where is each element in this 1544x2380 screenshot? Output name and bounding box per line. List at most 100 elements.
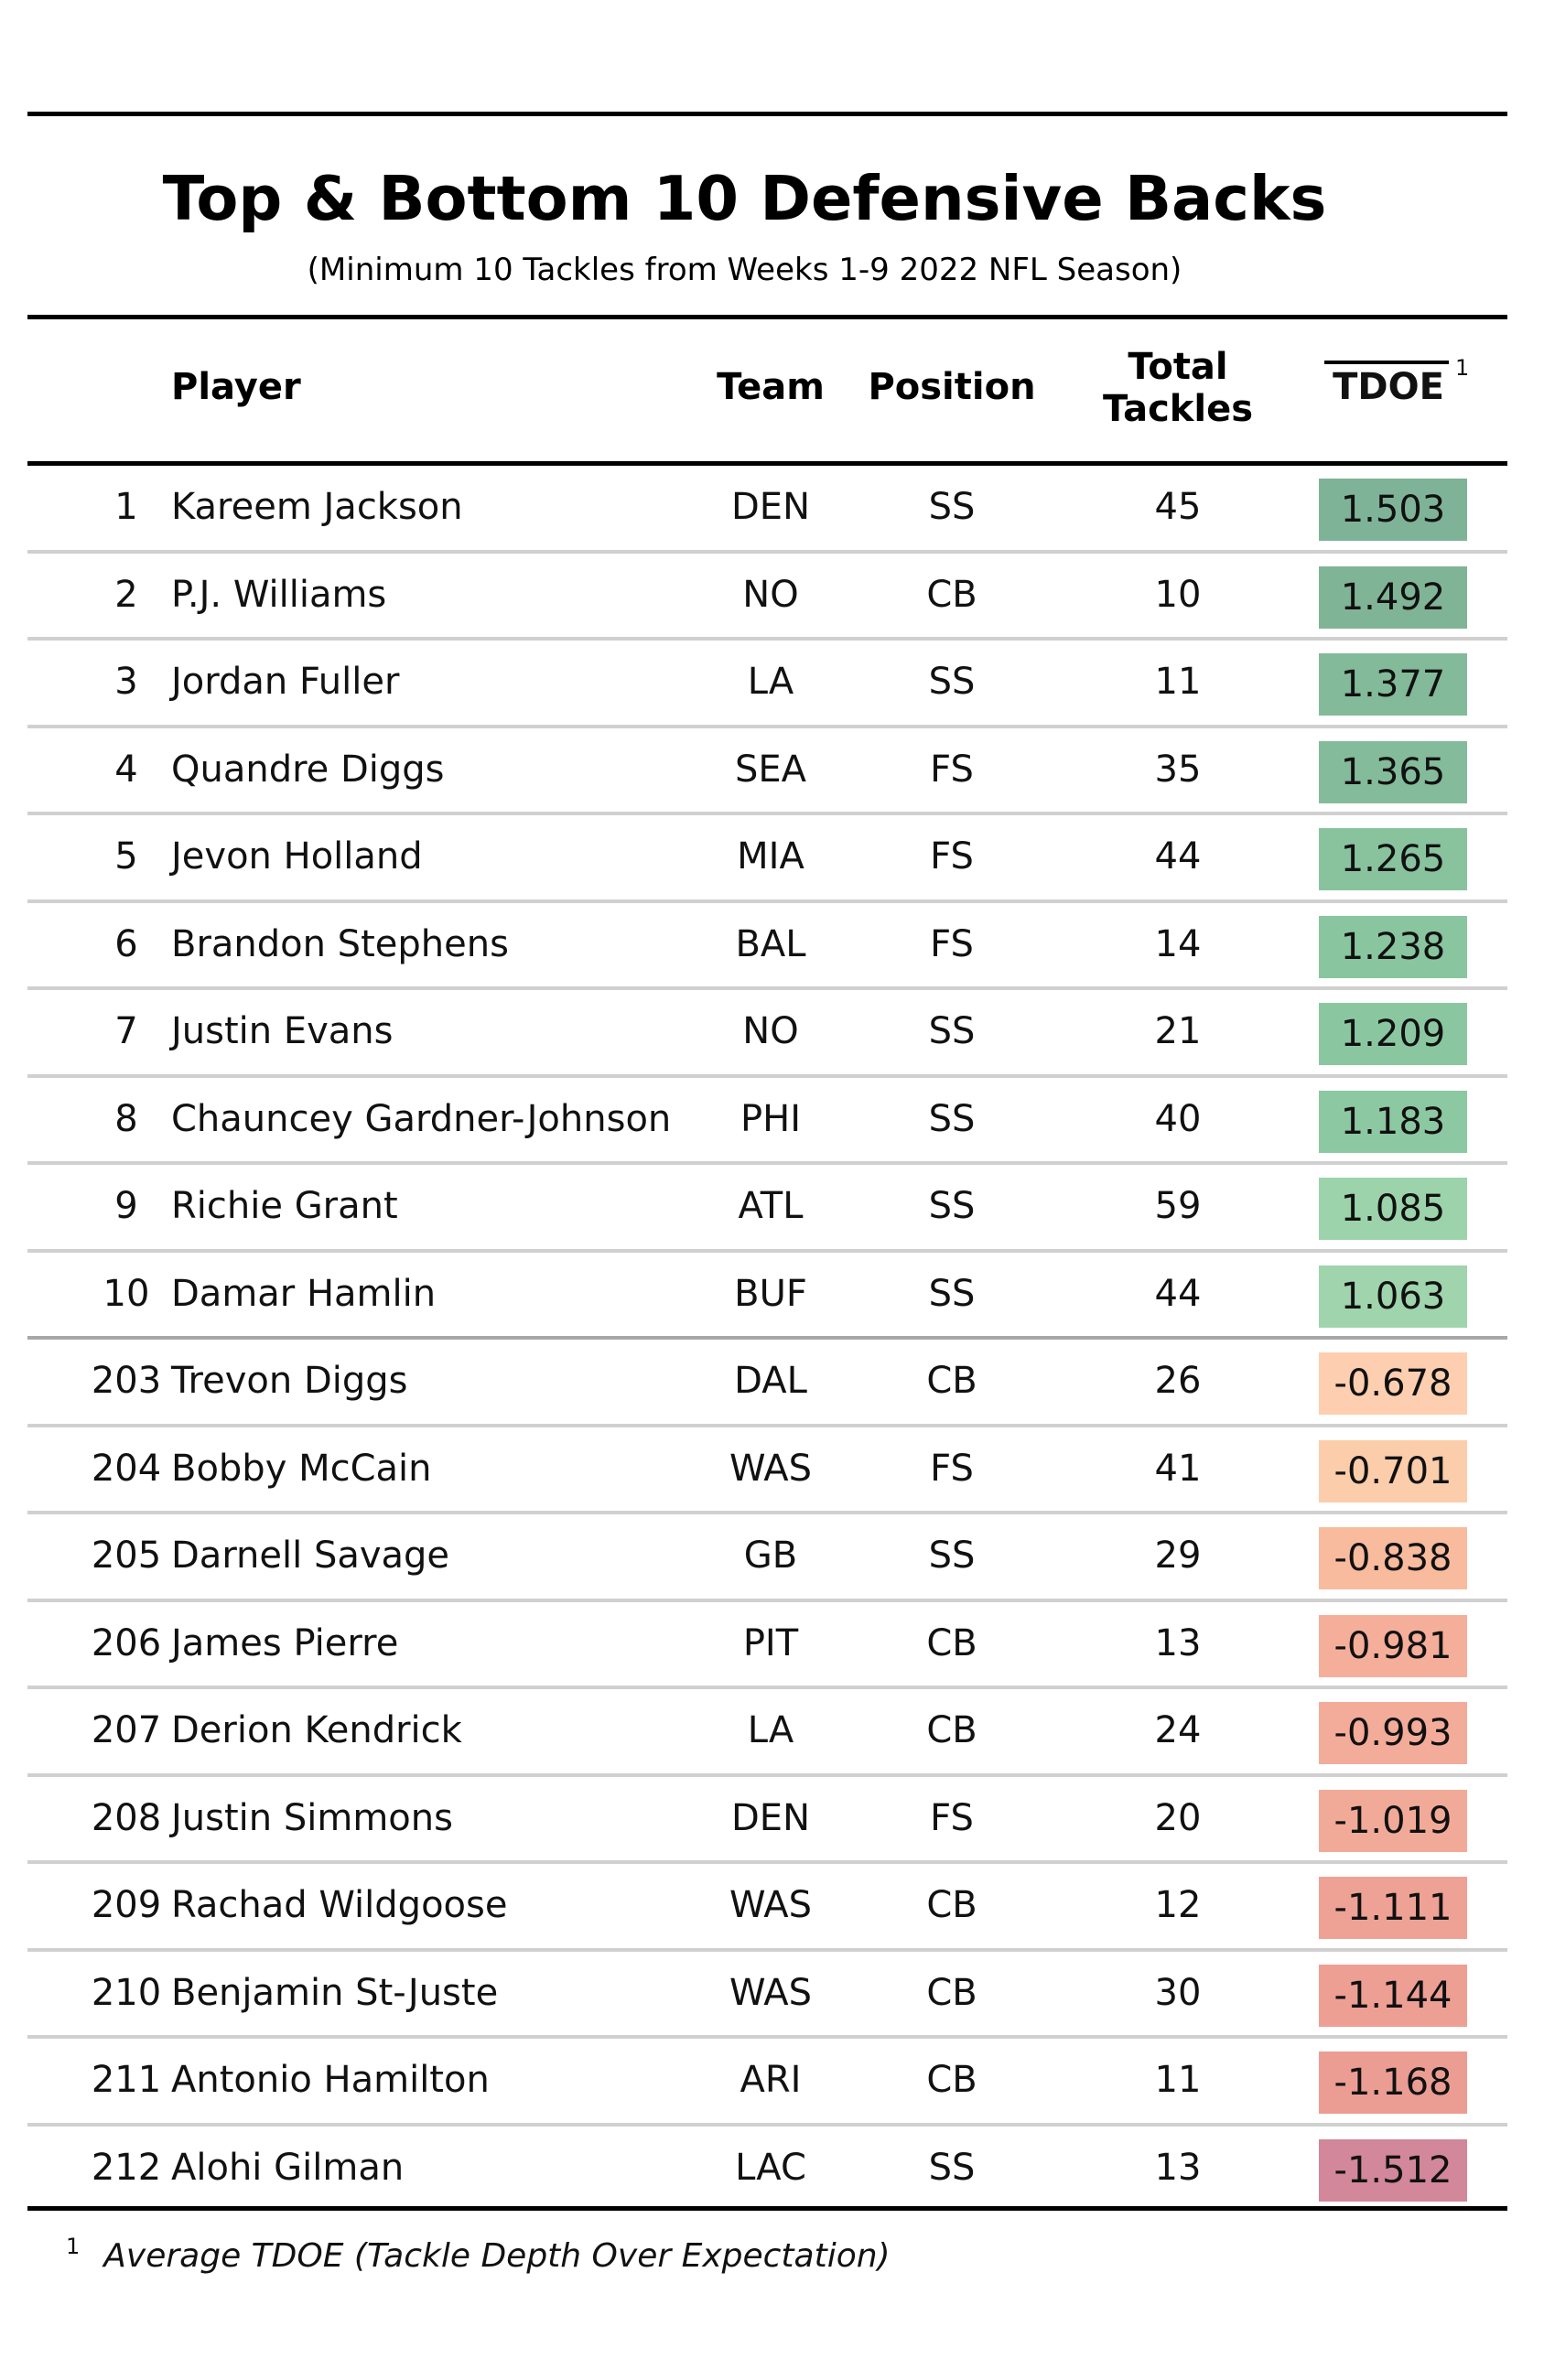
team-cell: ARI (740, 2059, 802, 2101)
player-cell: Alohi Gilman (171, 2146, 405, 2189)
team-cell: LA (747, 1709, 794, 1751)
total-tackles-cell: 45 (1154, 486, 1202, 528)
position-cell: SS (928, 661, 976, 703)
tdoe-cell: 1.063 (1319, 1265, 1467, 1328)
footnote-text: Average TDOE (Tackle Depth Over Expectat… (103, 2237, 891, 2275)
row-separator (27, 1772, 1507, 1777)
table-row: 1 Kareem Jackson DEN SS 45 1.503 (27, 466, 1507, 554)
team-cell: DAL (734, 1360, 807, 1402)
tdoe-cell: -1.168 (1319, 2052, 1467, 2114)
player-cell: Richie Grant (171, 1185, 398, 1227)
team-cell: MIA (737, 835, 804, 878)
total-tackles-cell: 44 (1154, 1272, 1202, 1315)
total-tackles-cell: 11 (1154, 2059, 1202, 2101)
row-separator (27, 1161, 1507, 1165)
position-cell: FS (930, 748, 974, 791)
player-cell: Antonio Hamilton (171, 2059, 490, 2101)
row-separator (27, 724, 1507, 728)
top-rule (27, 112, 1507, 116)
tdoe-cell: -1.512 (1319, 2138, 1467, 2202)
player-cell: Benjamin St-Juste (171, 1971, 499, 2014)
player-cell: Darnell Savage (171, 1535, 450, 1577)
rank-cell: 210 (91, 1971, 162, 2014)
position-cell: SS (928, 486, 976, 528)
rank-cell: 212 (91, 2146, 162, 2189)
team-cell: NO (742, 573, 799, 616)
tdoe-cell: -0.701 (1319, 1439, 1467, 1502)
total-tackles-cell: 26 (1154, 1360, 1202, 1402)
player-cell: Trevon Diggs (171, 1360, 408, 1402)
row-separator (27, 1073, 1507, 1078)
tdoe-cell: 1.085 (1319, 1178, 1467, 1240)
header-total-tackles-line1: Total (1128, 346, 1228, 388)
player-cell: Quandre Diggs (171, 748, 445, 791)
table-row: 204 Bobby McCain WAS FS 41 -0.701 (27, 1427, 1507, 1514)
team-cell: DEN (731, 486, 810, 528)
rank-cell: 6 (114, 922, 138, 965)
player-cell: James Pierre (171, 1621, 399, 1664)
row-separator (27, 1685, 1507, 1689)
position-cell: CB (926, 2059, 977, 2101)
team-cell: NO (742, 1010, 799, 1052)
player-cell: Jordan Fuller (171, 661, 400, 703)
header-total-tackles-line2: Tackles (1102, 388, 1254, 430)
tdoe-cell: 1.265 (1319, 828, 1467, 890)
tdoe-cell: 1.365 (1319, 740, 1467, 803)
position-cell: SS (928, 1272, 976, 1315)
tdoe-cell: -1.144 (1319, 1964, 1467, 2027)
team-cell: WAS (729, 1971, 813, 2014)
player-cell: Justin Evans (171, 1010, 394, 1052)
table-row: 7 Justin Evans NO SS 21 1.209 (27, 990, 1507, 1078)
player-cell: Kareem Jackson (171, 486, 463, 528)
team-cell: DEN (731, 1796, 810, 1839)
table-title: Top & Bottom 10 Defensive Backs (162, 163, 1327, 234)
rank-cell: 9 (114, 1185, 138, 1227)
tdoe-cell: 1.183 (1319, 1090, 1467, 1153)
header-team: Team (717, 366, 825, 408)
row-separator (27, 986, 1507, 990)
rank-cell: 208 (91, 1796, 162, 1839)
total-tackles-cell: 40 (1154, 1097, 1202, 1140)
team-cell: LAC (735, 2146, 806, 2189)
table-row: 206 James Pierre PIT CB 13 -0.981 (27, 1602, 1507, 1689)
player-cell: Bobby McCain (171, 1447, 432, 1490)
position-cell: CB (926, 1360, 977, 1402)
total-tackles-cell: 10 (1154, 573, 1202, 616)
position-cell: SS (928, 1535, 976, 1577)
total-tackles-cell: 44 (1154, 835, 1202, 878)
total-tackles-cell: 35 (1154, 748, 1202, 791)
bottom-rule (27, 2206, 1507, 2211)
player-cell: Brandon Stephens (171, 922, 509, 965)
row-separator (27, 1860, 1507, 1864)
total-tackles-cell: 59 (1154, 1185, 1202, 1227)
team-cell: WAS (729, 1884, 813, 1926)
rank-cell: 1 (114, 486, 138, 528)
position-cell: CB (926, 573, 977, 616)
row-separator (27, 549, 1507, 554)
team-cell: LA (747, 661, 794, 703)
tdoe-cell: -0.838 (1319, 1527, 1467, 1589)
row-separator (27, 2122, 1507, 2127)
tdoe-cell: 1.503 (1319, 479, 1467, 541)
rank-cell: 205 (91, 1535, 162, 1577)
table-row: 9 Richie Grant ATL SS 59 1.085 (27, 1165, 1507, 1253)
position-cell: FS (930, 922, 974, 965)
position-cell: FS (930, 1796, 974, 1839)
team-cell: WAS (729, 1447, 813, 1490)
header-tdoe-overline (1324, 361, 1449, 364)
table-row: 211 Antonio Hamilton ARI CB 11 -1.168 (27, 2039, 1507, 2127)
table-subtitle: (Minimum 10 Tackles from Weeks 1-9 2022 … (307, 252, 1182, 288)
team-cell: BUF (734, 1272, 807, 1315)
header-tdoe: TDOE (1333, 366, 1444, 408)
position-cell: FS (930, 835, 974, 878)
player-cell: Damar Hamlin (171, 1272, 437, 1315)
table-row: 10 Damar Hamlin BUF SS 44 1.063 (27, 1253, 1507, 1340)
tdoe-cell: 1.238 (1319, 915, 1467, 978)
row-separator (27, 1423, 1507, 1427)
rank-cell: 3 (114, 661, 138, 703)
tdoe-cell: 1.209 (1319, 1003, 1467, 1065)
rank-cell: 5 (114, 835, 138, 878)
table-row: 212 Alohi Gilman LAC SS 13 -1.512 (27, 2127, 1507, 2214)
table-row: 3 Jordan Fuller LA SS 11 1.377 (27, 641, 1507, 728)
rank-cell: 206 (91, 1621, 162, 1664)
